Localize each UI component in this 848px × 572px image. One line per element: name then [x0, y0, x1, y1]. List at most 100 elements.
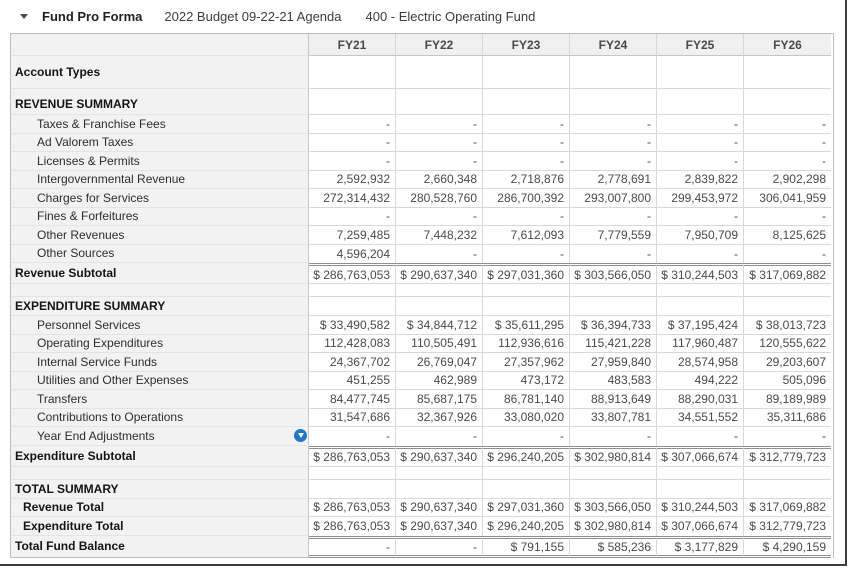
row-label-text: Contributions to Operations — [37, 410, 184, 425]
value-cell: - — [396, 115, 483, 134]
table-row: Other Revenues 7,259,485 7,448,232 7,612,09… — [11, 226, 833, 245]
value-cell: $ 296,240,205 — [483, 445, 570, 467]
value-cell: $ 312,779,723 — [744, 445, 831, 467]
value-cell: 286,700,392 — [483, 189, 570, 208]
row-label: Taxes & Franchise Fees — [11, 115, 309, 134]
row-label: Operating Expenditures — [11, 334, 309, 353]
value-cell: 2,902,298 — [744, 170, 831, 189]
row-label-text: Total Fund Balance — [15, 539, 125, 553]
value-cell: 483,583 — [570, 371, 657, 390]
table-row: Expenditure Total $ 286,763,053 $ 290,637,… — [11, 517, 833, 536]
column-header: FY24 — [570, 34, 657, 56]
value-cell: $ 37,195,424 — [657, 316, 744, 335]
table-row: Transfers 84,477,745 85,687,175 86,781,140 8… — [11, 390, 833, 409]
value-cell: 115,421,228 — [570, 334, 657, 353]
row-label: Other Revenues — [11, 226, 309, 245]
value-cell: 7,448,232 — [396, 226, 483, 245]
value-cell: 272,314,432 — [309, 189, 396, 208]
value-cell: - — [744, 152, 831, 171]
table-row: Fines & Forfeitures - - - - - - — [11, 207, 833, 226]
value-cell: 7,259,485 — [309, 226, 396, 245]
value-cell: - — [570, 152, 657, 171]
value-cell — [570, 56, 657, 89]
pro-forma-table: FY21 FY22 FY23 FY24 FY25 FY26 Account Types REV… — [10, 33, 834, 558]
value-cell: 27,959,840 — [570, 353, 657, 372]
value-cell — [657, 297, 744, 316]
value-cell: $ 290,637,340 — [396, 263, 483, 284]
value-cell: $ 302,980,814 — [570, 445, 657, 467]
value-cell — [309, 466, 396, 480]
collapse-caret-icon[interactable] — [20, 14, 28, 19]
row-label-text: Other Revenues — [37, 227, 125, 242]
value-cell: 462,989 — [396, 371, 483, 390]
value-cell: - — [657, 244, 744, 263]
value-cell: 85,687,175 — [396, 390, 483, 409]
value-cell: 112,428,083 — [309, 334, 396, 353]
value-cell: 117,960,487 — [657, 334, 744, 353]
value-cell — [309, 284, 396, 297]
value-cell: - — [396, 207, 483, 226]
budget-agenda-label: 2022 Budget 09-22-21 Agenda — [164, 9, 342, 24]
value-cell: $ 3,177,829 — [657, 535, 744, 558]
table-row: Revenue Subtotal $ 286,763,053 $ 290,637,3… — [11, 263, 833, 284]
row-label: Account Types — [11, 56, 309, 89]
row-label-text: Operating Expenditures — [37, 336, 164, 351]
value-cell: - — [744, 207, 831, 226]
row-label-text: Licenses & Permits — [37, 153, 140, 168]
value-cell: 86,781,140 — [483, 390, 570, 409]
value-cell: - — [483, 115, 570, 134]
row-label: EXPENDITURE SUMMARY — [11, 297, 309, 316]
row-label-text: Taxes & Franchise Fees — [37, 116, 166, 131]
row-label: Intergovernmental Revenue — [11, 170, 309, 189]
row-label-text: Fines & Forfeitures — [37, 209, 139, 224]
value-cell: - — [309, 133, 396, 152]
value-cell — [744, 56, 831, 89]
value-cell: - — [396, 535, 483, 558]
value-cell — [483, 89, 570, 115]
value-cell: 2,718,876 — [483, 170, 570, 189]
table-row: Year End Adjustments - - - - - - — [11, 427, 833, 446]
value-cell: 473,172 — [483, 371, 570, 390]
value-cell: 89,189,989 — [744, 390, 831, 409]
chevron-down-circle-icon[interactable] — [294, 429, 307, 443]
row-label-text: TOTAL SUMMARY — [15, 481, 119, 496]
value-cell: $ 312,779,723 — [744, 517, 831, 536]
table-row: Expenditure Subtotal $ 286,763,053 $ 290,6… — [11, 445, 833, 467]
value-cell: - — [570, 207, 657, 226]
table-row: Intergovernmental Revenue 2,592,932 2,660,… — [11, 170, 833, 189]
value-cell — [570, 284, 657, 297]
value-cell: 494,222 — [657, 371, 744, 390]
value-cell: $ 296,240,205 — [483, 517, 570, 536]
row-label — [11, 284, 309, 297]
value-cell: 31,547,686 — [309, 408, 396, 427]
row-label: Revenue Total — [11, 498, 309, 517]
table-header-row: FY21 FY22 FY23 FY24 FY25 FY26 — [11, 34, 833, 56]
value-cell — [309, 89, 396, 115]
value-cell: - — [657, 152, 744, 171]
value-cell: $ 317,069,882 — [744, 263, 831, 284]
value-cell: - — [396, 152, 483, 171]
value-cell: - — [396, 427, 483, 446]
window-edge-bottom — [0, 564, 847, 566]
row-label: TOTAL SUMMARY — [11, 479, 309, 499]
value-cell: $ 297,031,360 — [483, 498, 570, 517]
value-cell: $ 34,844,712 — [396, 316, 483, 335]
table-row: Charges for Services 272,314,432 280,528,7… — [11, 189, 833, 208]
row-label-text: Account Types — [15, 65, 101, 79]
table-row: Other Sources 4,596,204- - - - - — [11, 244, 833, 263]
value-cell: 505,096 — [744, 371, 831, 390]
value-cell: 306,041,959 — [744, 189, 831, 208]
value-cell: - — [744, 427, 831, 446]
value-cell: 299,453,972 — [657, 189, 744, 208]
value-cell: - — [744, 244, 831, 263]
table-row: EXPENDITURE SUMMARY — [11, 297, 833, 316]
value-cell: 7,779,559 — [570, 226, 657, 245]
value-cell: - — [570, 244, 657, 263]
column-header: FY21 — [309, 34, 396, 56]
value-cell: - — [483, 133, 570, 152]
row-label-text: Utilities and Other Expenses — [37, 373, 189, 388]
value-cell: 26,769,047 — [396, 353, 483, 372]
value-cell: $ 307,066,674 — [657, 517, 744, 536]
value-cell — [657, 56, 744, 89]
